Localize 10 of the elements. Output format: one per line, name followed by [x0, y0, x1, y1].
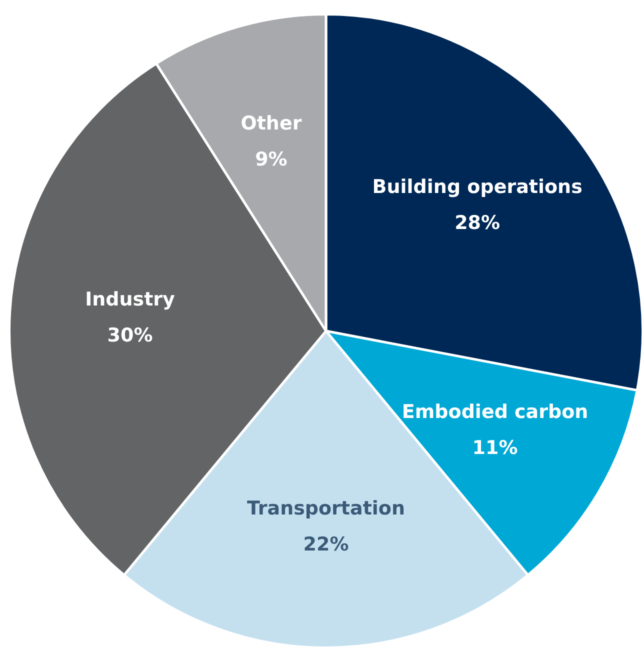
data-label: 22%: [303, 533, 349, 556]
data-label: 30%: [107, 324, 153, 347]
slice-label: Building operations: [372, 176, 582, 198]
slice-label: Other: [240, 112, 302, 134]
slice-label: Embodied carbon: [402, 400, 588, 423]
data-label: 9%: [255, 148, 288, 170]
slice-label: Transportation: [246, 497, 406, 520]
slice-label: Industry: [85, 288, 176, 311]
data-label: 28%: [454, 212, 500, 234]
data-label: 11%: [472, 436, 518, 459]
